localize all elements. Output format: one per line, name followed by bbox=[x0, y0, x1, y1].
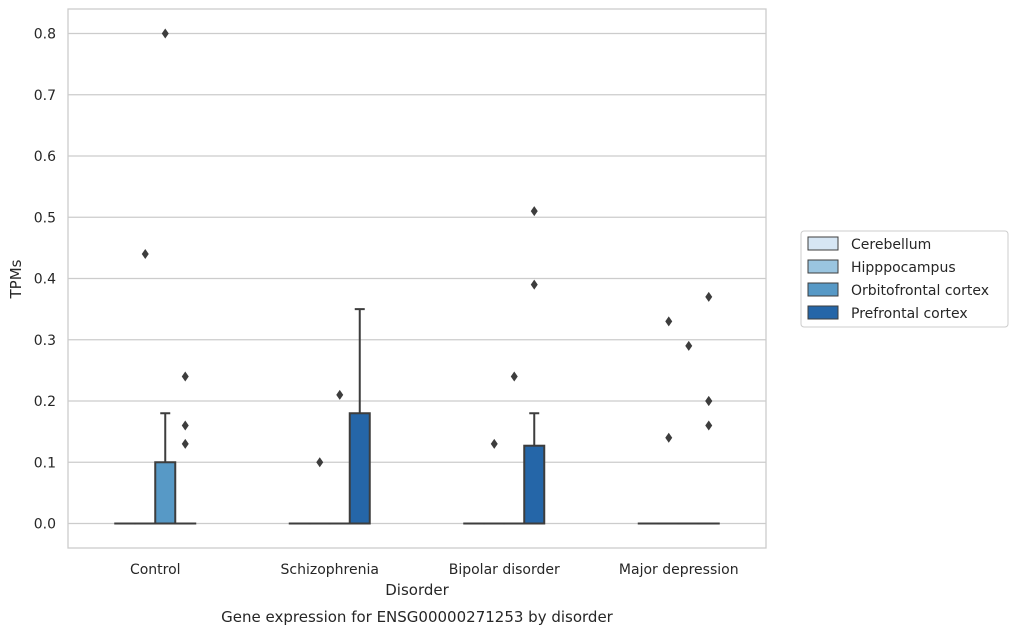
chart-title: Gene expression for ENSG00000271253 by d… bbox=[221, 608, 614, 626]
outlier-point bbox=[665, 432, 673, 443]
x-tick-label: Control bbox=[130, 562, 181, 578]
legend-swatch bbox=[807, 282, 839, 297]
outlier-point bbox=[705, 420, 713, 431]
y-tick-label: 0.0 bbox=[34, 517, 56, 533]
outlier-point bbox=[141, 249, 149, 259]
outlier-point bbox=[510, 371, 518, 382]
box-group bbox=[134, 249, 157, 525]
box-group bbox=[154, 28, 177, 525]
y-tick-labels: 0.0 0.1 0.2 0.3 0.4 0.5 0.6 0.7 0.8 bbox=[34, 27, 56, 533]
outlier-point bbox=[316, 457, 324, 468]
x-tick-label: Bipolar disorder bbox=[449, 562, 560, 578]
box-group bbox=[328, 389, 351, 525]
x-tick-label: Major depression bbox=[619, 562, 739, 578]
legend-label: Cerebellum bbox=[851, 237, 931, 253]
outlier-point bbox=[705, 396, 713, 406]
x-tick-label: Schizophrenia bbox=[281, 562, 379, 578]
box-body bbox=[523, 444, 546, 525]
legend: Cerebellum Hipppocampus Orbitofrontal cort… bbox=[800, 230, 1009, 328]
box-group bbox=[308, 457, 331, 525]
legend-swatch bbox=[807, 259, 839, 274]
y-tick-label: 0.3 bbox=[34, 333, 56, 349]
outlier-point bbox=[705, 291, 713, 302]
outlier-point bbox=[181, 371, 189, 382]
outlier-point bbox=[665, 316, 673, 327]
box-group bbox=[174, 371, 197, 525]
outlier-point bbox=[161, 28, 169, 39]
outlier-point bbox=[490, 438, 498, 449]
box-group bbox=[348, 308, 371, 525]
legend-swatch bbox=[807, 236, 839, 251]
legend-frame bbox=[800, 230, 1009, 328]
legend-swatch bbox=[807, 305, 839, 320]
legend-label: Orbitofrontal cortex bbox=[851, 283, 989, 299]
x-axis-title: Disorder bbox=[385, 581, 449, 599]
box-series bbox=[114, 28, 720, 525]
legend-label: Hipppocampus bbox=[851, 260, 956, 276]
outlier-point bbox=[530, 279, 538, 290]
y-tick-label: 0.1 bbox=[34, 455, 56, 471]
outlier-point bbox=[181, 438, 189, 449]
box-body bbox=[348, 412, 371, 525]
box-body bbox=[154, 461, 177, 525]
plot-frame bbox=[67, 8, 767, 549]
box-group bbox=[523, 206, 546, 525]
x-tick-labels: Control Schizophrenia Bipolar disorder Majo… bbox=[130, 562, 739, 578]
y-tick-label: 0.6 bbox=[34, 149, 56, 165]
y-tick-label: 0.7 bbox=[34, 88, 56, 104]
legend-label: Prefrontal cortex bbox=[851, 306, 968, 322]
y-tick-label: 0.2 bbox=[34, 394, 56, 410]
y-tick-label: 0.8 bbox=[34, 27, 56, 43]
y-axis-title: TPMs bbox=[7, 259, 25, 299]
outlier-point bbox=[530, 206, 538, 217]
y-tick-label: 0.4 bbox=[34, 272, 56, 288]
box-group bbox=[697, 291, 720, 525]
outlier-point bbox=[336, 389, 344, 400]
outlier-point bbox=[181, 420, 189, 431]
y-tick-label: 0.5 bbox=[34, 210, 56, 226]
outlier-point bbox=[685, 340, 693, 351]
